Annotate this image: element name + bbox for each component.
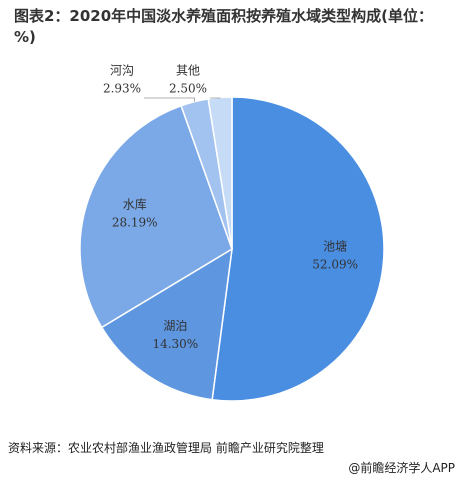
slice-label: 湖泊 <box>163 318 187 333</box>
footer: @前瞻经济学人APP <box>348 461 455 475</box>
slice-label: 河沟 <box>110 64 134 78</box>
slice-label: 池塘 <box>323 238 347 253</box>
chart: 池塘 52.09% 湖泊 14.30% 水库 28.19% 河沟 2.93% 其他 2.50% <box>79 64 385 402</box>
chart-title: 图表2：2020年中国淡水养殖面积按养殖水域类型构成(单位：%) <box>14 7 434 46</box>
source-note: 资料来源：农业农村部渔业渔政管理局 前瞻产业研究院整理 <box>8 441 324 455</box>
value-label: 52.09% <box>312 257 358 271</box>
pie-slice <box>79 104 233 329</box>
value-label: 28.19% <box>112 216 158 230</box>
value-label: 14.30% <box>152 337 198 351</box>
value-label: 2.93% <box>103 82 141 96</box>
slice-label: 其他 <box>176 64 200 78</box>
slice-label: 水库 <box>123 197 147 212</box>
leader-line <box>210 97 221 99</box>
pie-slice <box>100 247 233 401</box>
pie-slice <box>211 96 385 402</box>
leader-line <box>144 97 195 102</box>
pie-slice <box>207 96 233 250</box>
value-label: 2.50% <box>169 82 207 96</box>
